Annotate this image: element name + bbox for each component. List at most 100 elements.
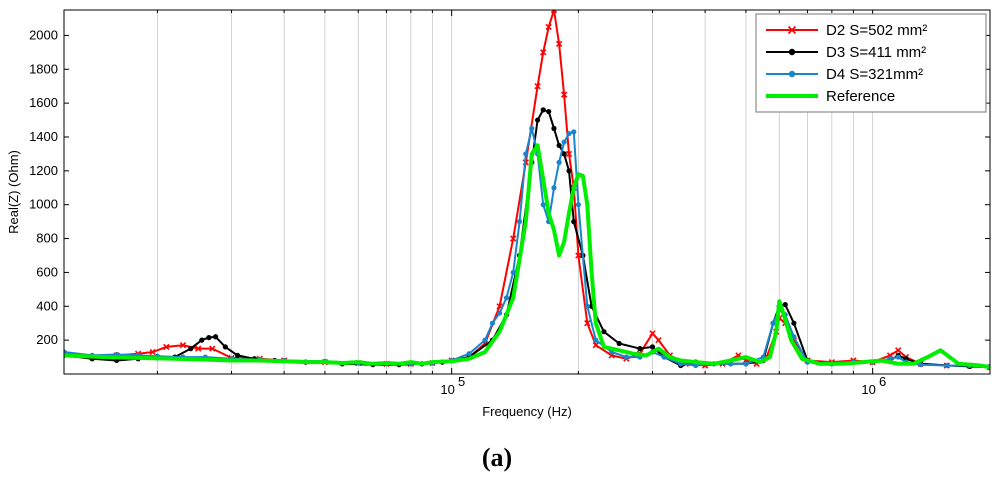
legend-label: Reference	[826, 88, 895, 105]
data-point	[575, 202, 581, 208]
x-axis-label: Frequency (Hz)	[482, 404, 572, 419]
y-tick-label: 400	[36, 298, 58, 313]
data-point	[222, 344, 228, 350]
y-tick-label: 1200	[29, 163, 58, 178]
data-point	[693, 362, 699, 369]
data-point	[561, 151, 567, 157]
data-point	[540, 49, 547, 56]
data-point	[592, 342, 599, 349]
x-tick-label: 10 6	[861, 374, 886, 397]
data-point	[489, 320, 496, 326]
data-point	[918, 362, 924, 368]
data-point	[199, 337, 205, 343]
x-tick-label: 10 5	[440, 374, 465, 397]
data-point	[497, 310, 503, 316]
data-point	[623, 354, 629, 360]
svg-text:10: 10	[440, 382, 454, 397]
legend-entry: D2 S=502 mm²	[766, 22, 927, 39]
data-point	[551, 185, 557, 191]
data-point	[540, 107, 546, 113]
data-point	[560, 91, 568, 98]
data-point	[466, 351, 472, 357]
data-point	[523, 151, 529, 157]
data-point	[534, 117, 541, 123]
data-point	[149, 348, 156, 356]
plot-frame	[63, 9, 991, 375]
legend: D2 S=502 mm² D3 S=411 mm² D4 S=321mm² Refer…	[755, 13, 987, 113]
data-point	[206, 335, 212, 341]
y-tick-label: 1800	[29, 61, 58, 76]
series-layer	[64, 10, 990, 371]
data-point	[163, 343, 170, 351]
figure-caption: (a)	[482, 443, 512, 472]
data-point	[791, 320, 797, 326]
legend-label: D2 S=502 mm²	[826, 22, 927, 39]
data-point	[551, 125, 557, 132]
data-point	[234, 352, 241, 358]
series-line	[64, 143, 990, 370]
data-point	[649, 344, 656, 350]
legend-label: D4 S=321mm²	[826, 66, 923, 83]
data-point	[788, 48, 796, 56]
data-point	[616, 340, 622, 347]
data-point	[895, 354, 901, 360]
data-point	[503, 295, 510, 301]
data-point	[565, 150, 573, 158]
y-tick-label: 800	[36, 231, 58, 246]
data-point	[195, 345, 202, 352]
data-point	[209, 345, 216, 352]
data-point	[213, 334, 219, 340]
y-tick-label: 200	[36, 332, 58, 347]
series-4	[64, 143, 990, 370]
y-tick-label: 600	[36, 264, 58, 279]
data-point	[566, 168, 572, 174]
data-point	[593, 337, 599, 343]
y-axis-label: Real(Z) (Ohm)	[6, 150, 21, 234]
data-point	[637, 346, 643, 352]
data-point	[546, 108, 552, 115]
legend-entry: D3 S=411 mm²	[766, 44, 926, 61]
data-point	[584, 303, 590, 309]
data-point	[482, 337, 488, 343]
data-point	[575, 252, 582, 259]
data-point	[561, 139, 567, 145]
data-point	[787, 25, 797, 35]
data-point	[655, 336, 662, 344]
svg-text:10: 10	[861, 382, 875, 397]
y-tick-label: 2000	[29, 27, 58, 42]
y-tick-label: 1600	[29, 95, 58, 110]
data-point	[770, 320, 776, 326]
data-point	[895, 347, 902, 354]
data-point	[944, 362, 950, 369]
data-point	[743, 361, 749, 367]
data-point	[584, 320, 591, 327]
svg-text:6: 6	[879, 374, 886, 389]
data-point	[556, 159, 562, 165]
y-tick-label: 1000	[29, 197, 58, 212]
legend-label: D3 S=411 mm²	[826, 44, 926, 61]
data-point	[555, 40, 563, 48]
svg-text:5: 5	[458, 374, 465, 389]
data-point	[534, 83, 541, 90]
data-point	[649, 330, 656, 337]
data-point	[529, 125, 535, 132]
data-point	[188, 346, 194, 352]
legend-entry: Reference	[766, 88, 895, 105]
data-point	[788, 70, 796, 78]
y-tick-label: 1400	[29, 129, 58, 144]
data-point	[601, 329, 607, 335]
data-point	[571, 129, 577, 135]
legend-entry: D4 S=321mm²	[766, 66, 923, 83]
data-point	[64, 349, 67, 355]
data-point	[571, 219, 577, 225]
x-axis: 10 5 10 6	[156, 10, 886, 397]
data-point	[545, 23, 552, 31]
data-point	[556, 142, 562, 149]
y-axis: 200 400 600 800 1000 1200 1400 1600 1800 2000	[29, 27, 990, 347]
data-point	[550, 10, 558, 14]
data-point	[540, 202, 546, 208]
data-point	[516, 219, 523, 225]
data-point	[566, 130, 572, 137]
data-point	[510, 269, 516, 276]
